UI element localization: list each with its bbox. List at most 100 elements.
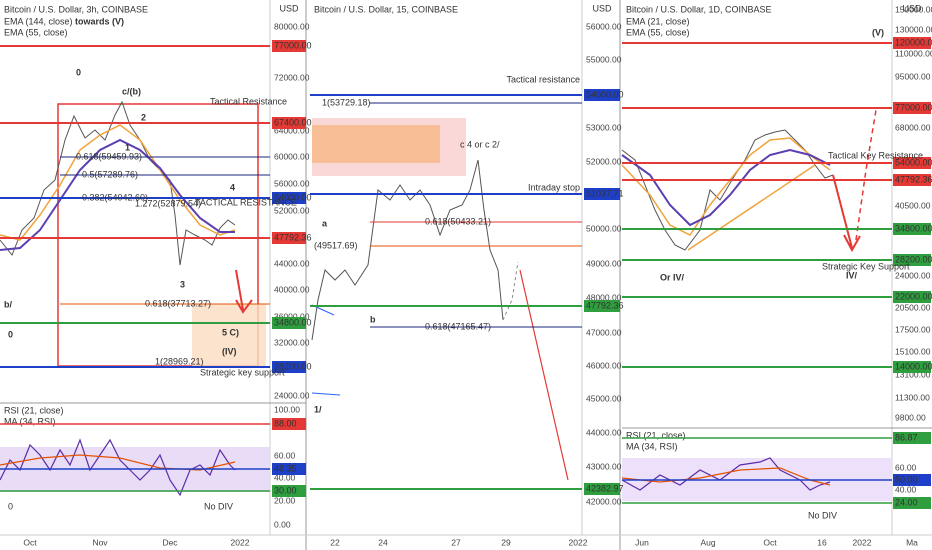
price-tag [272,232,306,244]
indicator: EMA (55, close) [626,27,690,37]
price [621,129,834,251]
rsi-ma: MA (34, RSI) [626,441,678,451]
rsi-tag-label: 30.00 [274,485,297,495]
rsi-axis-label: 40.00 [274,472,296,482]
level-label: 1.272(52879.54) [135,198,201,208]
level-label: Intraday stop [528,182,580,192]
price-tag-label: 47792.36 [274,232,312,242]
currency: USD [592,3,612,13]
level-label: c 4 or c 2/ [460,139,500,149]
price-label: 40500.00 [895,200,931,210]
price-label: 20500.00 [895,302,931,312]
annotation: 0 [76,67,81,77]
zone [312,125,440,163]
annotation: (IV) [222,346,237,356]
price-label: 49000.00 [586,258,622,268]
price-tag [893,37,931,49]
date-label: Ma [906,537,918,547]
price-label: 15100.00 [895,346,931,356]
level-label: Tactical Resistance [210,96,287,106]
date-label: Oct [763,537,777,547]
panel-title: Bitcoin / U.S. Dollar, 3h, COINBASE [4,4,148,14]
rsi-axis-label: 60.00 [274,450,296,460]
annotation: 1/ [314,404,322,414]
price-label: 42000.00 [586,496,622,506]
price-label: 52000.00 [586,156,622,166]
annotation: c/(b) [122,86,141,96]
level-label: Tactical Key Resistance [828,150,923,160]
price-label: 56000.00 [274,178,310,188]
level-label: Tactical resistance [506,74,580,84]
price-label: 24000.00 [895,270,931,280]
projection [502,261,519,321]
indicator: EMA (55, close) [4,27,68,37]
annotation: Or IV/ [660,272,685,282]
price-tag-label: 22000.00 [895,291,932,301]
level-label: 0.5(57289.76) [82,169,138,179]
rsi-tag-label: 24.00 [895,497,918,507]
price-tag-label: 34800.00 [274,317,312,327]
level-label: 0.618(59459.93) [76,151,142,161]
annotation: b/ [4,299,12,309]
price-label: 130000.00 [895,24,932,34]
rsi-tag [272,418,306,430]
currency: USD [279,3,299,13]
annotation: 3 [180,279,185,289]
price-tag-label: 77000.00 [274,40,312,50]
rsi-tag-label: 88.00 [274,418,297,428]
annotation: b [370,314,376,324]
price-tag [584,89,620,101]
price-tag-label: 47792.36 [586,300,624,310]
date-label: 2022 [569,537,588,547]
date-label: 22 [330,537,340,547]
rsi-tag [272,485,306,497]
price-tag [584,188,620,200]
date-label: 16 [817,537,827,547]
rsi-title: RSI (21, close) [626,430,686,440]
price-label: 13100.00 [895,369,931,379]
price-label: 110000.00 [895,48,932,58]
price-tag-label: 54000.00 [895,157,932,167]
price-label: 64000.00 [274,125,310,135]
price-tag [893,157,931,169]
rsi-note: No DIV [204,501,233,511]
rsi-tag [893,497,931,509]
price-label: 40000.00 [274,284,310,294]
price-tag [272,40,306,52]
annotation: towards (V) [75,16,124,26]
price-label: 45000.00 [586,393,622,403]
rsi [0,438,236,497]
price-tag-label: 28200.00 [274,361,312,371]
ema-55 [621,148,831,227]
price-tag [272,117,306,129]
price-label: 44000.00 [274,258,310,268]
price-label: 95000.00 [895,71,931,81]
indicator: EMA (21, close) [626,16,690,26]
rsi-note: No DIV [808,510,837,520]
date-label: Aug [700,537,715,547]
level-label: TACTICAL RESISTANCE [195,197,297,207]
price-tag-label: 47792.36 [895,174,932,184]
ema-144 [0,138,235,251]
price-tag [893,361,931,373]
annotation: IV/ [846,270,858,280]
rsi-axis-label: 60.00 [895,462,917,472]
level-label: 0.382(54042.60) [82,192,148,202]
date-label: 24 [378,537,388,547]
rsi-axis-label: 40.00 [895,484,917,494]
annotation: 2 [141,112,146,122]
level-label: (49517.69) [314,240,358,250]
price-label: 55000.00 [586,54,622,64]
price-tag-label: 77000.00 [895,102,932,112]
price-label: 24000.00 [274,390,310,400]
price-label: 43000.00 [586,461,622,471]
rsi [621,457,831,491]
rsi-tag-label: 48.35 [274,463,297,473]
rsi-ma: MA (34, RSI) [4,416,56,426]
rsi-tag-label: 86.87 [895,432,918,442]
rsi-tag [893,474,931,486]
price-tag-label: 54000.00 [586,89,624,99]
annotation: 1 [125,142,130,152]
price-tag-label: 14000.00 [895,361,932,371]
